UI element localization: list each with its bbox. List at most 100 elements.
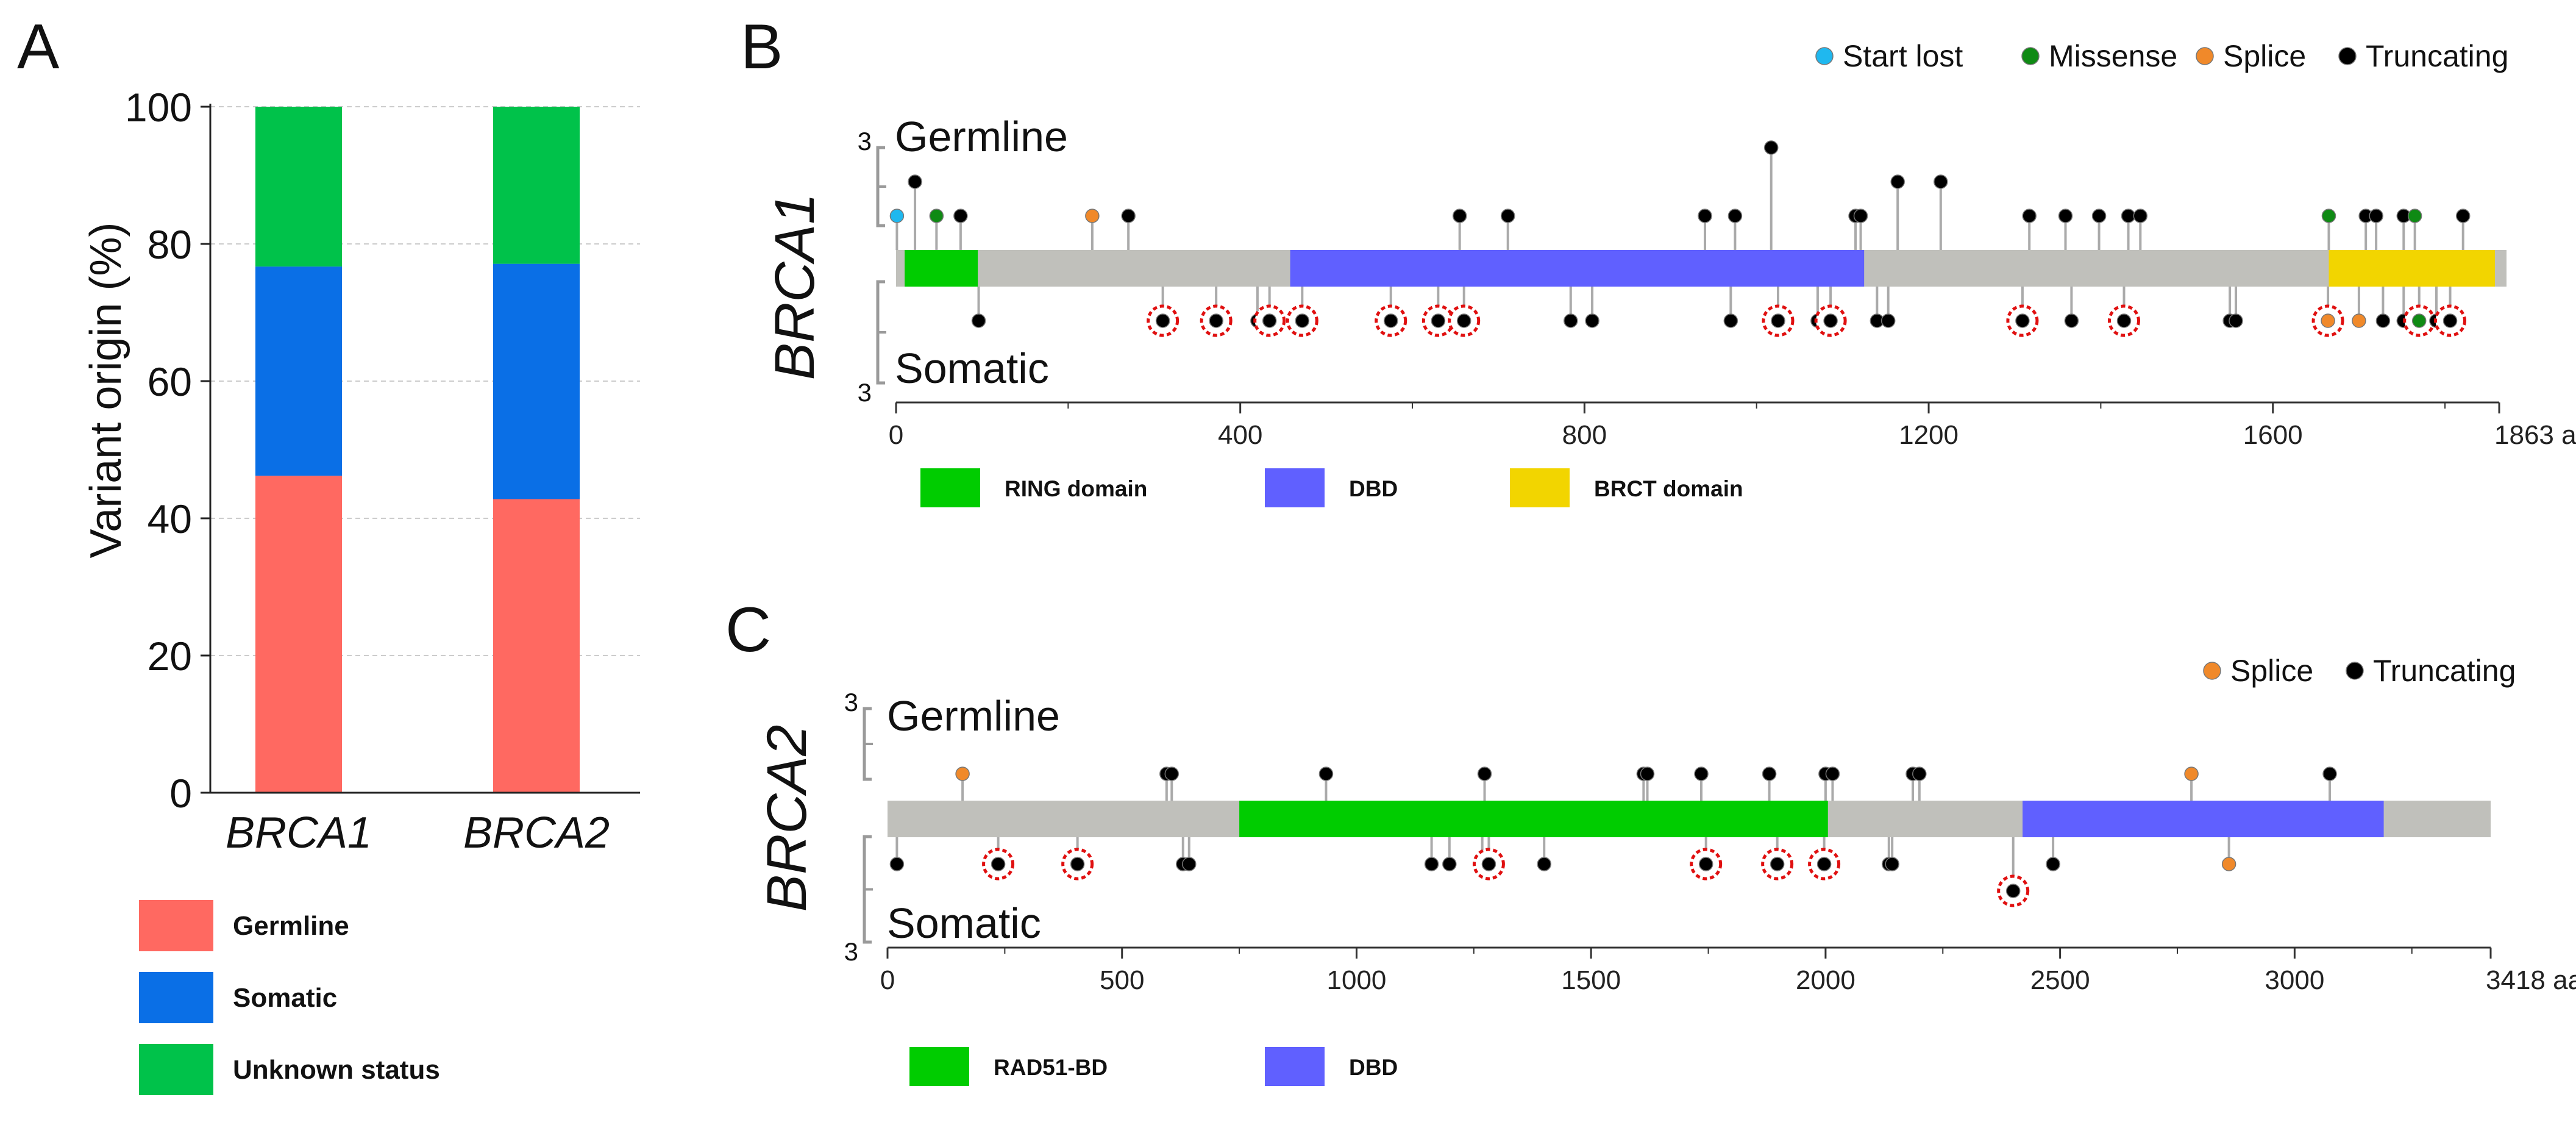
somatic-splice-point — [2321, 313, 2335, 328]
germline-missense-point — [929, 209, 944, 223]
germline-truncating-point — [2369, 209, 2383, 223]
legend-truncating-marker — [2346, 662, 2364, 680]
protein-length-label: 3418 aa — [2486, 965, 2576, 995]
somatic-truncating-point — [1424, 857, 1439, 871]
somatic-label: Somatic — [895, 345, 1049, 392]
domain-dbd — [1290, 250, 1865, 287]
somatic-truncating-point — [2229, 313, 2243, 328]
somatic-truncating-point — [1585, 313, 1599, 328]
x-tick-label: 3000 — [2265, 965, 2324, 995]
x-tick-label: 500 — [1100, 965, 1144, 995]
legend-label-somatic: Somatic — [233, 983, 337, 1013]
germline-truncating-point — [1763, 140, 1779, 155]
y-tick-label: 100 — [125, 85, 192, 130]
somatic-truncating-point — [971, 313, 986, 328]
germline-truncating-point — [1698, 209, 1712, 223]
germline-splice-point — [2184, 766, 2199, 781]
y-tick-label: 0 — [169, 771, 192, 816]
somatic-max-count-label: 3 — [858, 378, 872, 407]
germline-truncating-point — [1500, 209, 1515, 223]
somatic-truncating-point — [1880, 313, 1896, 328]
somatic-truncating-point — [1698, 857, 1713, 871]
domain-dbd — [2023, 801, 2384, 837]
legend-splice-marker — [2196, 47, 2214, 65]
somatic-truncating-point — [1383, 313, 1398, 328]
x-tick-label: 800 — [1562, 420, 1607, 450]
germline-truncating-point — [2455, 209, 2471, 223]
x-tick-label: 0 — [889, 420, 903, 450]
somatic-truncating-point — [2046, 857, 2060, 871]
legend-swatch-unknown — [139, 1044, 213, 1095]
x-tick-label: 1600 — [2243, 420, 2303, 450]
germline-truncating-point — [1912, 766, 1927, 781]
germline-truncating-point — [1825, 766, 1840, 781]
protein-length-label: 1863 aa — [2494, 420, 2576, 450]
germline-truncating-point — [1853, 209, 1868, 223]
somatic-truncating-point — [1537, 857, 1551, 871]
legend-splice-label: Splice — [2223, 39, 2306, 73]
germline-truncating-point — [1477, 766, 1492, 781]
panel-letter-b: B — [741, 12, 783, 82]
gene-name-brca1: BRCA1 — [764, 193, 826, 381]
somatic-truncating-point — [1182, 857, 1197, 871]
x-tick-label: 2000 — [1796, 965, 1856, 995]
domain-legend-swatch-brct — [1510, 468, 1570, 507]
somatic-truncating-point — [2015, 313, 2030, 328]
bar-somatic-brca1 — [255, 266, 342, 476]
germline-truncating-point — [1762, 766, 1777, 781]
germline-truncating-point — [1452, 209, 1467, 223]
germline-truncating-point — [1890, 174, 1905, 189]
domain-legend-swatch-ring — [920, 468, 980, 507]
somatic-truncating-point — [2116, 313, 2132, 328]
somatic-truncating-point — [1564, 313, 1578, 328]
somatic-truncating-point — [1885, 857, 1899, 871]
legend-label-unknown: Unknown status — [233, 1055, 440, 1085]
domain-legend-label-ring: RING domain — [1005, 476, 1147, 501]
germline-missense-point — [2321, 209, 2336, 223]
somatic-truncating-point — [1442, 857, 1457, 871]
bar-somatic-brca2 — [493, 263, 580, 499]
panel-letter-c: C — [725, 595, 771, 665]
somatic-truncating-point — [1771, 313, 1785, 328]
germline-truncating-point — [1164, 766, 1179, 781]
somatic-truncating-point — [1262, 313, 1277, 328]
somatic-label: Somatic — [887, 899, 1041, 947]
domain-rad51 — [1239, 801, 1828, 837]
x-tick-label: 2500 — [2030, 965, 2090, 995]
panel-letter-a: A — [17, 12, 60, 82]
germline-truncating-point — [908, 174, 922, 189]
y-tick-label: 60 — [148, 359, 192, 404]
x-tick-label: 400 — [1218, 420, 1262, 450]
domain-legend-label-dbd: DBD — [1349, 1055, 1398, 1080]
legend-truncating-label: Truncating — [2366, 39, 2508, 73]
bar-unknown-brca1 — [255, 107, 342, 267]
germline-truncating-point — [2121, 209, 2136, 223]
x-tick-label: BRCA1 — [226, 809, 372, 857]
germline-truncating-point — [1694, 766, 1709, 781]
y-tick-label: 20 — [148, 634, 192, 679]
bar-unknown-brca2 — [493, 107, 580, 264]
somatic-truncating-point — [1456, 313, 1471, 328]
legend-start_lost-marker — [1815, 47, 1834, 65]
legend-splice-marker — [2203, 662, 2221, 680]
somatic-truncating-point — [1155, 313, 1170, 328]
somatic-truncating-point — [2443, 313, 2458, 328]
domain-legend-swatch-rad51 — [909, 1047, 969, 1086]
y-tick-label: 40 — [148, 496, 192, 541]
somatic-truncating-point — [1816, 857, 1832, 871]
legend-label-germline: Germline — [233, 911, 349, 941]
germline-missense-point — [2407, 209, 2422, 223]
somatic-truncating-point — [1070, 857, 1085, 871]
germline-truncating-point — [1121, 209, 1136, 223]
somatic-truncating-point — [1209, 313, 1223, 328]
germline-truncating-point — [2322, 766, 2337, 781]
germline-max-count-label: 3 — [844, 688, 858, 716]
germline-splice-point — [1085, 209, 1100, 223]
bar-germline-brca2 — [493, 499, 580, 793]
somatic-truncating-point — [1481, 857, 1496, 871]
bar-germline-brca1 — [255, 476, 342, 793]
somatic-truncating-point — [1295, 313, 1310, 328]
